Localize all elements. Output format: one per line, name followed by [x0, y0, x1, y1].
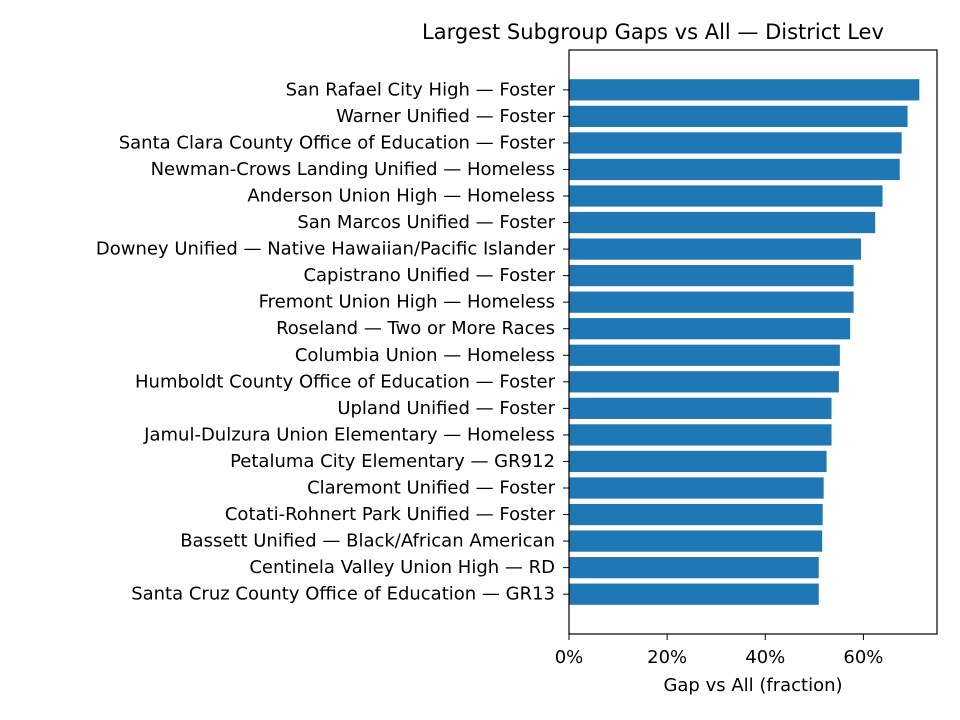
bar: [569, 211, 876, 234]
y-tick-label: Cotati-Rohnert Park Unified — Foster: [225, 504, 556, 525]
bar: [569, 371, 839, 393]
y-tick-label: Columbia Union — Homeless: [295, 345, 555, 366]
bar: [569, 132, 902, 154]
y-tick-label: Newman-Crows Landing Unified — Homeless: [151, 159, 555, 180]
plot-frame: [568, 49, 938, 635]
bar: [569, 265, 854, 287]
bar: [569, 557, 819, 579]
y-tick-label: Bassett Unified — Black/African American: [180, 531, 555, 552]
y-tick-label: San Rafael City High — Foster: [286, 79, 556, 100]
bar: [569, 238, 861, 260]
y-tick-label: Anderson Union High — Homeless: [247, 186, 555, 207]
y-tick-label: Downey Unified — Native Hawaiian/Pacific…: [96, 239, 556, 260]
y-tick-label: Capistrano Unified — Foster: [303, 265, 555, 286]
y-tick-label: Claremont Unified — Foster: [307, 478, 556, 499]
y-tick-label: Jamul-Dulzura Union Elementary — Homeles…: [143, 424, 555, 445]
bar: [569, 503, 823, 526]
y-tick-label: Fremont Union High — Homeless: [259, 292, 555, 313]
bar: [569, 318, 851, 340]
y-tick-label: Santa Clara County Office of Education —…: [119, 132, 556, 153]
bar: [569, 450, 827, 473]
bar: [569, 105, 908, 127]
x-tick-label: 0%: [555, 647, 584, 668]
x-tick-label: 20%: [647, 647, 687, 668]
y-tick-label: Warner Unified — Foster: [336, 106, 555, 127]
bar: [569, 477, 824, 499]
bars-group: [569, 79, 920, 605]
bar: [569, 291, 854, 313]
bar: [569, 158, 900, 181]
bar: [569, 397, 832, 419]
bar: [569, 79, 920, 101]
chart-title: Largest Subgroup Gaps vs All — District …: [422, 20, 884, 44]
y-tick-label: San Marcos Unified — Foster: [297, 212, 555, 233]
y-tick-label: Humboldt County Office of Education — Fo…: [135, 371, 556, 392]
bar: [569, 530, 823, 552]
bar: [569, 344, 840, 366]
y-tick-label: Santa Cruz County Office of Education — …: [131, 584, 555, 605]
x-tick-label: 40%: [745, 647, 785, 668]
bar: [569, 424, 832, 446]
x-ticks: 0% 20% 40% 60%: [555, 634, 883, 668]
y-tick-label: Centinela Valley Union High — RD: [249, 557, 555, 578]
x-tick-label: 60%: [843, 647, 883, 668]
y-tick-label: Upland Unified — Foster: [337, 398, 555, 419]
y-tick-label: Petaluma City Elementary — GR912: [230, 451, 555, 472]
bar: [569, 583, 819, 605]
bar: [569, 185, 883, 207]
y-tick-labels: San Rafael City High — Foster Warner Unif…: [96, 79, 569, 605]
y-tick-label: Roseland — Two or More Races: [276, 318, 555, 339]
x-axis-title: Gap vs All (fraction): [663, 675, 842, 696]
